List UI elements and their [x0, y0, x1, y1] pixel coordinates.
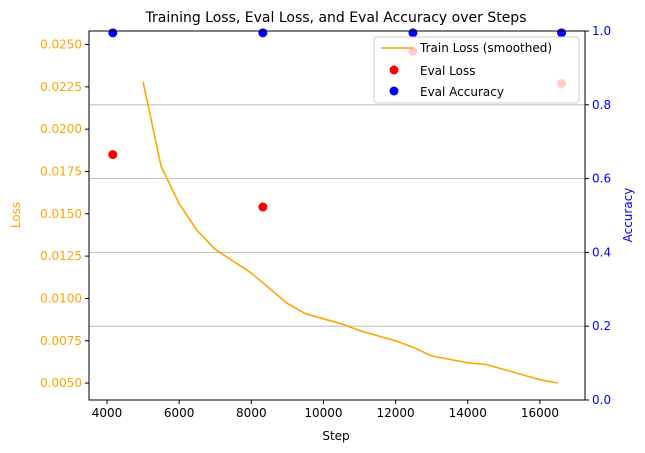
- y-right-tick-label: 0.2: [592, 319, 611, 333]
- y-right-axis-ticks: 0.0 0.2 0.4 0.6 0.8 1.0: [585, 24, 611, 407]
- x-tick-label: 12000: [377, 406, 415, 420]
- y-left-tick-label: 0.0125: [40, 249, 82, 263]
- plot-frame: [88, 30, 586, 401]
- y-right-tick-label: 0.8: [592, 98, 611, 112]
- eval-loss-point: [108, 150, 118, 160]
- eval-accuracy-point: [108, 28, 118, 38]
- legend-eval-accuracy-swatch: [389, 86, 399, 96]
- grid-lines: [89, 104, 585, 327]
- train-loss-line: [142, 81, 559, 384]
- x-axis-title: Step: [322, 429, 349, 443]
- legend: Train Loss (smoothed) Eval Loss Eval Acc…: [373, 36, 580, 104]
- legend-box: [373, 36, 580, 104]
- x-tick-label: 10000: [304, 406, 342, 420]
- legend-eval-accuracy-label: Eval Accuracy: [420, 85, 504, 99]
- y-left-axis-title: Loss: [9, 202, 23, 228]
- x-tick-label: 14000: [449, 406, 487, 420]
- legend-eval-loss-label: Eval Loss: [420, 64, 476, 78]
- y-left-tick-label: 0.0175: [40, 164, 82, 178]
- x-tick-label: 16000: [521, 406, 559, 420]
- y-left-tick-label: 0.0225: [40, 80, 82, 94]
- chart-title: Training Loss, Eval Loss, and Eval Accur…: [144, 10, 526, 26]
- y-left-axis-ticks: 0.0050 0.0075 0.0100 0.0125 0.0150 0.0175 0.02…: [40, 38, 89, 390]
- eval-loss-point: [258, 202, 268, 212]
- y-left-tick-label: 0.0100: [40, 291, 82, 305]
- y-left-tick-label: 0.0075: [40, 334, 82, 348]
- y-left-tick-label: 0.0200: [40, 122, 82, 136]
- x-axis-ticks: 4000 6000 8000 10000 12000 14000 16000: [92, 400, 559, 420]
- y-right-tick-label: 0.6: [592, 172, 611, 186]
- eval-accuracy-point: [258, 28, 268, 38]
- legend-train-label: Train Loss (smoothed): [419, 41, 552, 55]
- x-tick-label: 4000: [92, 406, 123, 420]
- x-tick-label: 8000: [236, 406, 267, 420]
- y-right-tick-label: 1.0: [592, 24, 611, 38]
- x-tick-label: 6000: [164, 406, 195, 420]
- y-left-tick-label: 0.0150: [40, 207, 82, 221]
- eval-accuracy-point: [408, 28, 418, 38]
- y-left-tick-label: 0.0250: [40, 38, 82, 52]
- eval-accuracy-point: [557, 28, 567, 38]
- legend-eval-loss-swatch: [389, 65, 399, 75]
- y-right-tick-label: 0.4: [592, 245, 611, 259]
- y-right-tick-label: 0.0: [592, 393, 611, 407]
- y-right-axis-title: Accuracy: [621, 188, 635, 243]
- y-left-tick-label: 0.0050: [40, 376, 82, 390]
